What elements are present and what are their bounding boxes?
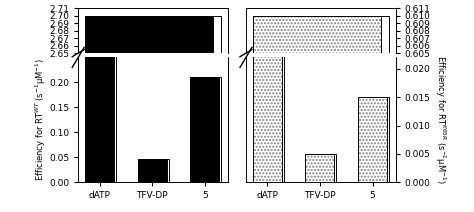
Bar xyxy=(191,77,219,182)
Bar xyxy=(87,0,116,182)
Bar xyxy=(307,154,336,182)
Bar xyxy=(360,97,389,182)
Bar xyxy=(358,97,387,182)
Bar xyxy=(138,159,167,182)
Bar xyxy=(253,0,282,182)
Bar xyxy=(85,0,114,182)
Bar xyxy=(85,16,213,212)
Bar xyxy=(93,16,221,212)
Bar xyxy=(261,16,389,212)
Y-axis label: Efficiency for RT$^{K65R}$ (s$^{-1}$μM$^{-1}$): Efficiency for RT$^{K65R}$ (s$^{-1}$μM$^… xyxy=(433,55,448,184)
Bar xyxy=(192,77,221,182)
Bar xyxy=(85,0,114,182)
Bar xyxy=(358,97,387,182)
Bar xyxy=(255,0,283,182)
Bar xyxy=(253,0,282,182)
Y-axis label: Efficiency for RT$^{WT}$ (s$^{-1}$μM$^{-1}$): Efficiency for RT$^{WT}$ (s$^{-1}$μM$^{-… xyxy=(33,58,48,181)
Bar xyxy=(253,16,381,212)
Bar xyxy=(191,77,219,182)
Bar xyxy=(85,16,213,212)
Bar xyxy=(305,154,335,182)
Bar xyxy=(253,16,381,212)
Bar xyxy=(138,159,167,182)
Bar xyxy=(305,154,335,182)
Bar xyxy=(139,159,169,182)
